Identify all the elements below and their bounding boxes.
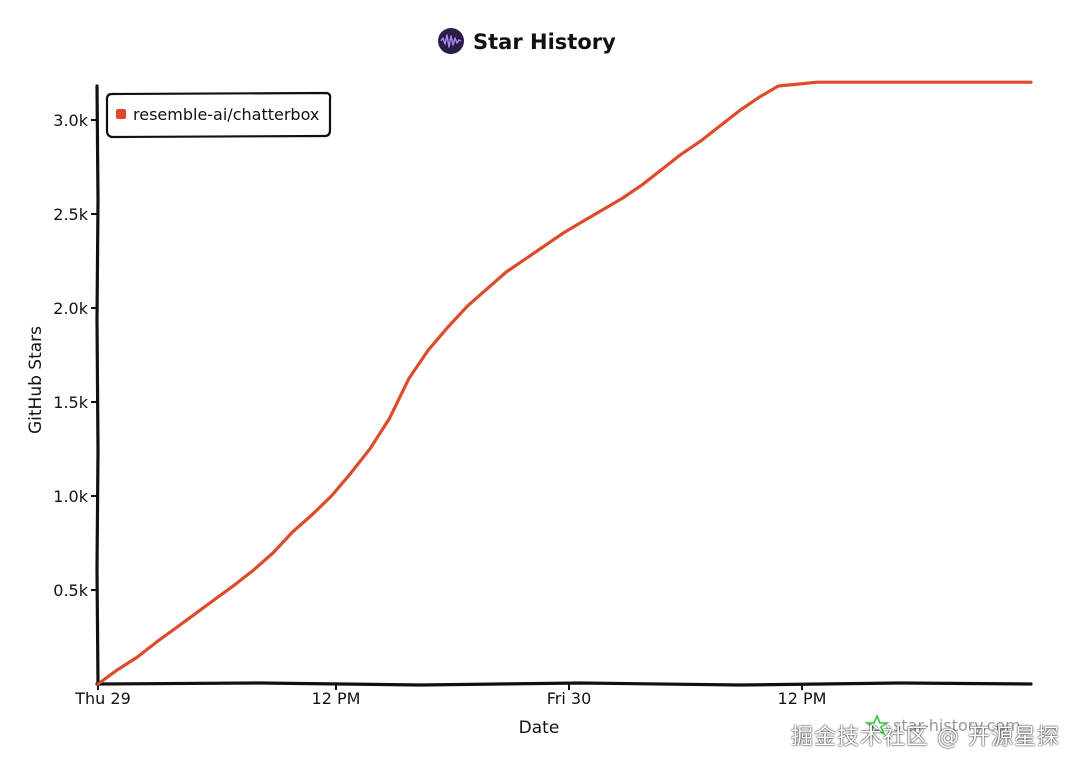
y-axis-line	[95, 84, 100, 686]
chart-title: Star History	[473, 30, 616, 54]
x-tick-label: Fri 30	[547, 689, 592, 708]
x-tick-label: Thu 29	[74, 689, 131, 708]
header: Star History	[438, 28, 616, 54]
legend-swatch	[116, 109, 126, 119]
y-ticks: 0.5k 1.0k 1.5k 2.0k 2.5k 3.0k	[53, 111, 98, 600]
credit: star-history.com	[864, 713, 1021, 736]
y-tick-label: 1.5k	[53, 393, 88, 412]
x-tick-label: 12 PM	[312, 689, 361, 708]
y-tick-label: 0.5k	[53, 581, 88, 600]
axes	[95, 84, 1033, 687]
y-tick-label: 2.0k	[53, 299, 88, 318]
x-axis-title: Date	[519, 718, 560, 738]
y-tick-label: 3.0k	[53, 111, 88, 130]
series-line-resemble-ai-chatterbox	[96, 80, 1033, 686]
y-axis-title: GitHub Stars	[26, 326, 46, 434]
x-ticks: Thu 29 12 PM Fri 30 12 PM	[74, 684, 826, 708]
y-tick-label: 2.5k	[53, 205, 88, 224]
y-tick-label: 1.0k	[53, 487, 88, 506]
plot-area	[96, 80, 1033, 686]
logo-waveform-icon	[440, 34, 462, 48]
credit-text: star-history.com	[893, 716, 1021, 735]
x-tick-label: 12 PM	[778, 689, 827, 708]
credit-star-icon	[864, 713, 890, 736]
watermark: 掘金技术社区 @ 开源星探	[791, 725, 1060, 750]
legend-label: resemble-ai/chatterbox	[133, 105, 319, 124]
x-axis-line	[95, 681, 1033, 687]
legend: resemble-ai/chatterbox	[105, 91, 332, 139]
star-history-logo-icon	[438, 28, 464, 54]
legend-box	[105, 91, 332, 139]
